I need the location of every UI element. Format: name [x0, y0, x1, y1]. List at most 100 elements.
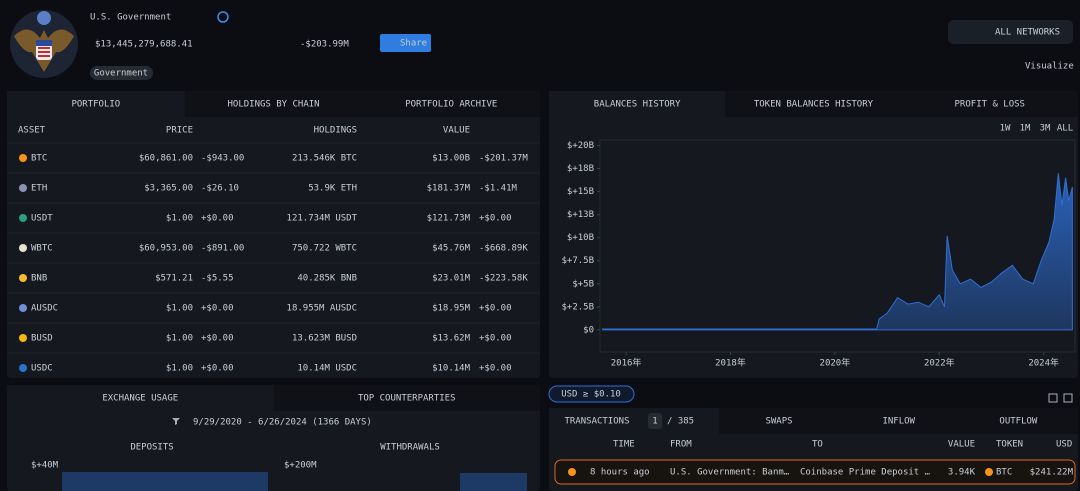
asset-icon — [19, 154, 27, 162]
asset-value: $13.62M — [432, 334, 471, 344]
asset-price: $571.21 — [155, 274, 193, 284]
tag-label: Government — [94, 69, 148, 79]
plot-frame — [599, 139, 1076, 353]
price-change: -$5.55 — [201, 274, 234, 284]
asset-holdings: 18.955M AUSDC — [287, 304, 357, 314]
deposits-axis-label: $+40M — [31, 461, 59, 471]
y-tick-label: $+13B — [567, 210, 594, 220]
visualize-link[interactable]: Visualize — [1025, 62, 1074, 72]
asset-name: BTC — [31, 154, 47, 164]
seal — [10, 10, 78, 78]
copy-icon[interactable] — [1048, 393, 1058, 403]
range-button[interactable]: 1W — [1000, 124, 1011, 134]
filter-chip[interactable] — [548, 385, 635, 403]
share-button[interactable] — [380, 34, 431, 52]
token-icon — [985, 468, 993, 476]
value-change: -$201.37M — [479, 154, 528, 164]
tab[interactable] — [901, 91, 1078, 117]
tab[interactable] — [549, 408, 719, 434]
asset-price: $1.00 — [166, 334, 193, 344]
price-change: +$0.00 — [201, 364, 234, 374]
asset-name: USDC — [31, 364, 53, 374]
tab[interactable] — [719, 408, 839, 434]
y-tick-label: $+7.5B — [561, 256, 594, 266]
price-change: -$943.00 — [201, 154, 244, 164]
column-header: TIME — [613, 440, 635, 450]
asset-icon — [19, 304, 27, 312]
share-label: Share — [400, 39, 427, 49]
column-header: ASSET — [18, 126, 46, 136]
asset-holdings: 10.14M USDC — [297, 364, 357, 374]
asset-name: ETH — [31, 184, 47, 194]
asset-icon — [19, 274, 27, 282]
range-button[interactable]: ALL — [1057, 124, 1073, 134]
x-tick-label: 2022年 — [924, 357, 955, 369]
column-header: FROM — [670, 440, 692, 450]
y-tick-label: $+10B — [567, 233, 594, 243]
tab[interactable] — [7, 91, 185, 117]
asset-value: $181.37M — [427, 184, 471, 194]
y-tick-label: $+5B — [572, 279, 594, 289]
column-header: HOLDINGS — [314, 126, 357, 136]
tab-label: TOP COUNTERPARTIES — [358, 394, 456, 404]
balance-area — [602, 173, 1073, 331]
tab[interactable] — [725, 91, 902, 117]
column-header: TO — [812, 440, 823, 450]
tab[interactable] — [958, 408, 1079, 434]
tab[interactable] — [838, 408, 959, 434]
download-icon[interactable] — [1063, 393, 1073, 403]
tx-value: 3.94K — [948, 468, 976, 478]
asset-price: $1.00 — [166, 304, 193, 314]
tab-label: PORTFOLIO ARCHIVE — [405, 100, 497, 110]
tab[interactable] — [549, 91, 726, 117]
asset-value: $45.76M — [432, 244, 471, 254]
tab-label: INFLOW — [882, 417, 915, 427]
page-title: U.S. Government — [90, 13, 171, 23]
tx-usd: $241.22M — [1030, 468, 1074, 478]
tab[interactable] — [362, 91, 541, 117]
value-change: +$0.00 — [479, 364, 512, 374]
asset-icon — [19, 364, 27, 372]
asset-name: AUSDC — [31, 304, 58, 314]
asset-holdings: 213.546K BTC — [292, 154, 357, 164]
network-label: ALL NETWORKS — [995, 28, 1060, 38]
asset-icon — [19, 334, 27, 342]
price-change: +$0.00 — [201, 334, 234, 344]
page-total: / 385 — [667, 417, 694, 427]
range-button[interactable]: 1M — [1020, 124, 1031, 134]
value-change: -$668.89K — [479, 244, 528, 254]
withdrawals-bars — [460, 473, 527, 491]
column-header: VALUE — [443, 126, 470, 136]
tab-label: PROFIT & LOSS — [955, 100, 1025, 110]
column-header: USD — [1056, 440, 1072, 450]
asset-price: $1.00 — [166, 214, 193, 224]
network-selector[interactable] — [948, 20, 1073, 44]
asset-value: $121.73M — [427, 214, 471, 224]
withdrawals-title: WITHDRAWALS — [380, 443, 440, 453]
page-current: 1 — [652, 417, 657, 427]
tab[interactable] — [7, 385, 274, 411]
column-header: PRICE — [166, 126, 193, 136]
panel — [7, 385, 540, 491]
asset-value: $10.14M — [432, 364, 471, 374]
tab[interactable] — [273, 385, 541, 411]
asset-value: $13.00B — [432, 154, 470, 164]
y-tick-label: $+20B — [567, 141, 594, 151]
value-change: -$1.41M — [479, 184, 518, 194]
asset-name: BNB — [31, 274, 47, 284]
tab-label: TRANSACTIONS — [564, 417, 629, 427]
tab-label: SWAPS — [765, 417, 792, 427]
verified-badge — [217, 11, 229, 23]
asset-holdings: 53.9K ETH — [308, 184, 357, 194]
tab[interactable] — [184, 91, 363, 117]
transaction-row[interactable] — [554, 459, 1076, 485]
asset-price: $60,861.00 — [139, 154, 193, 164]
tx-time: 8 hours ago — [590, 468, 650, 478]
range-button[interactable]: 3M — [1040, 124, 1051, 134]
asset-name: BUSD — [31, 334, 53, 344]
tag-chip — [90, 66, 153, 80]
page-box — [648, 413, 662, 429]
value-change: -$223.58K — [479, 274, 528, 284]
tab-label: BALANCES HISTORY — [594, 100, 681, 110]
